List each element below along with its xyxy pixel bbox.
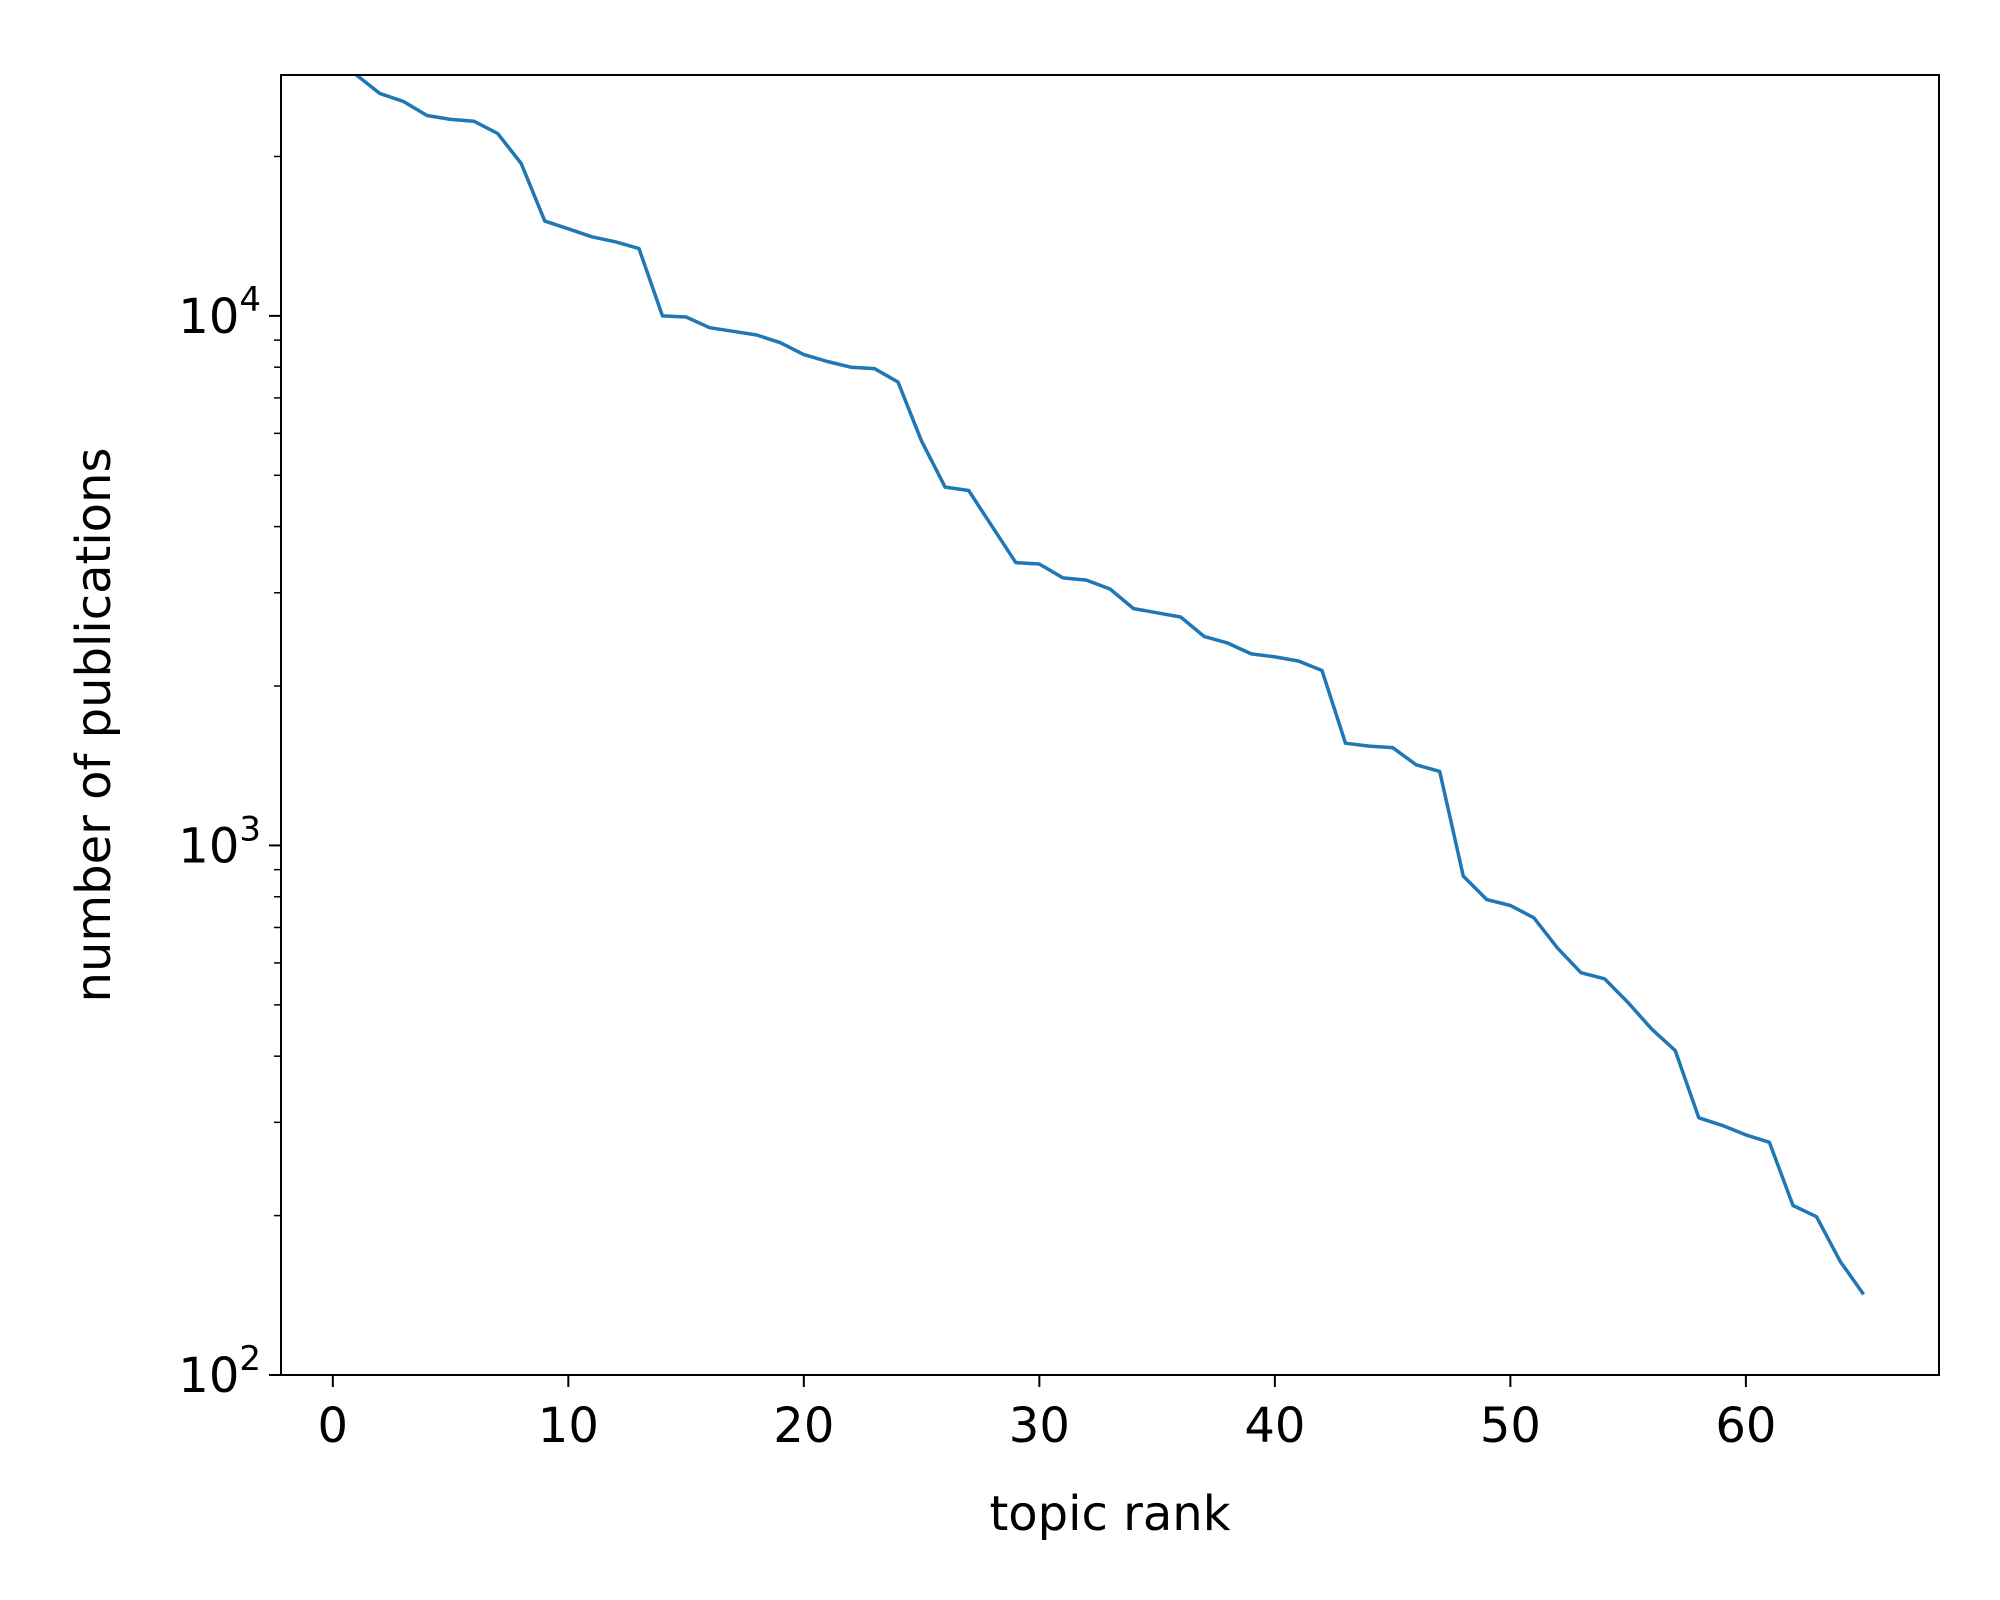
x-tick-label: 30 bbox=[1009, 1398, 1070, 1454]
x-tick-label: 20 bbox=[773, 1398, 834, 1454]
y-axis-ticks: 102 103 104 bbox=[178, 155, 281, 1404]
x-tick-label: 50 bbox=[1480, 1398, 1541, 1454]
y-tick-label: 104 bbox=[178, 280, 261, 345]
x-tick-label: 10 bbox=[538, 1398, 599, 1454]
y-tick-label: 102 bbox=[178, 1339, 261, 1404]
series-line-0 bbox=[355, 73, 1866, 1296]
x-tick-label: 40 bbox=[1244, 1398, 1305, 1454]
x-axis-ticks: 0 10 20 30 40 50 60 bbox=[318, 1375, 1776, 1454]
plot-frame bbox=[280, 74, 1940, 1376]
x-axis-label: topic rank bbox=[989, 1486, 1230, 1542]
y-axis-label: number of publications bbox=[66, 448, 122, 1003]
x-tick-label: 0 bbox=[318, 1398, 349, 1454]
y-tick-label: 103 bbox=[178, 809, 261, 874]
series-layer bbox=[355, 73, 1866, 1296]
x-tick-label: 60 bbox=[1715, 1398, 1776, 1454]
